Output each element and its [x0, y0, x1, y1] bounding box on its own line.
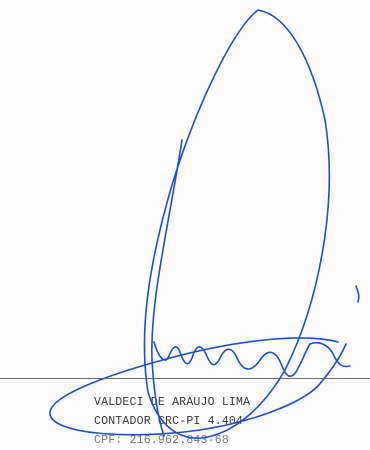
signature-waves-stroke	[153, 341, 311, 378]
signature-tail-stroke	[309, 341, 351, 368]
signature-comma-stroke	[355, 285, 360, 303]
signature-line	[0, 378, 370, 379]
signatory-title: CONTADOR CRC-PI 4.404	[94, 415, 244, 428]
signature-loop-stroke	[143, 9, 331, 439]
signatory-name: VALDECI DE ARAUJO LIMA	[94, 396, 251, 409]
signatory-cpf: CPF: 216.962.843-68	[94, 434, 229, 447]
signatory-block: VALDECI DE ARAUJO LIMA CONTADOR CRC-PI 4…	[94, 393, 250, 450]
signature-descender-stroke	[151, 139, 183, 437]
